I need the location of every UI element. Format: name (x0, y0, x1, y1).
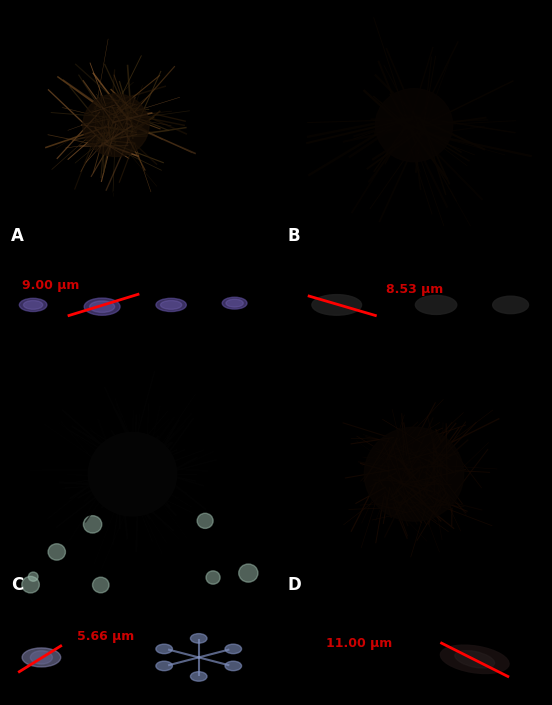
Text: 9.00 μm: 9.00 μm (22, 279, 79, 292)
Ellipse shape (156, 644, 172, 654)
Text: 8.53 μm: 8.53 μm (386, 283, 444, 295)
Circle shape (238, 564, 258, 582)
Text: A: A (11, 227, 24, 245)
Circle shape (28, 572, 38, 581)
Circle shape (375, 89, 453, 161)
Ellipse shape (455, 651, 495, 668)
Ellipse shape (222, 298, 247, 309)
Ellipse shape (493, 296, 529, 314)
Circle shape (197, 513, 213, 529)
Circle shape (206, 571, 220, 584)
Ellipse shape (30, 651, 52, 664)
Circle shape (22, 577, 39, 593)
Ellipse shape (19, 298, 47, 312)
Ellipse shape (84, 298, 120, 315)
Ellipse shape (225, 644, 242, 654)
Circle shape (83, 94, 149, 157)
Ellipse shape (190, 634, 207, 643)
Text: 5.66 μm: 5.66 μm (77, 630, 135, 643)
Ellipse shape (156, 661, 172, 670)
Ellipse shape (226, 299, 243, 307)
Ellipse shape (225, 661, 242, 670)
Ellipse shape (161, 300, 182, 309)
Text: 100 μm: 100 μm (103, 190, 151, 204)
Ellipse shape (89, 301, 115, 312)
Ellipse shape (440, 645, 509, 673)
Ellipse shape (156, 298, 187, 312)
Text: C: C (11, 576, 23, 594)
Circle shape (88, 432, 177, 516)
Circle shape (93, 577, 109, 593)
Ellipse shape (312, 295, 362, 315)
Ellipse shape (190, 672, 207, 681)
Circle shape (48, 544, 66, 560)
Text: B: B (287, 227, 300, 245)
Ellipse shape (22, 648, 61, 667)
Text: 11.00 μm: 11.00 μm (326, 637, 392, 649)
Circle shape (83, 515, 102, 533)
Text: D: D (287, 576, 301, 594)
Ellipse shape (23, 300, 43, 309)
Ellipse shape (415, 295, 457, 314)
Circle shape (364, 427, 464, 521)
